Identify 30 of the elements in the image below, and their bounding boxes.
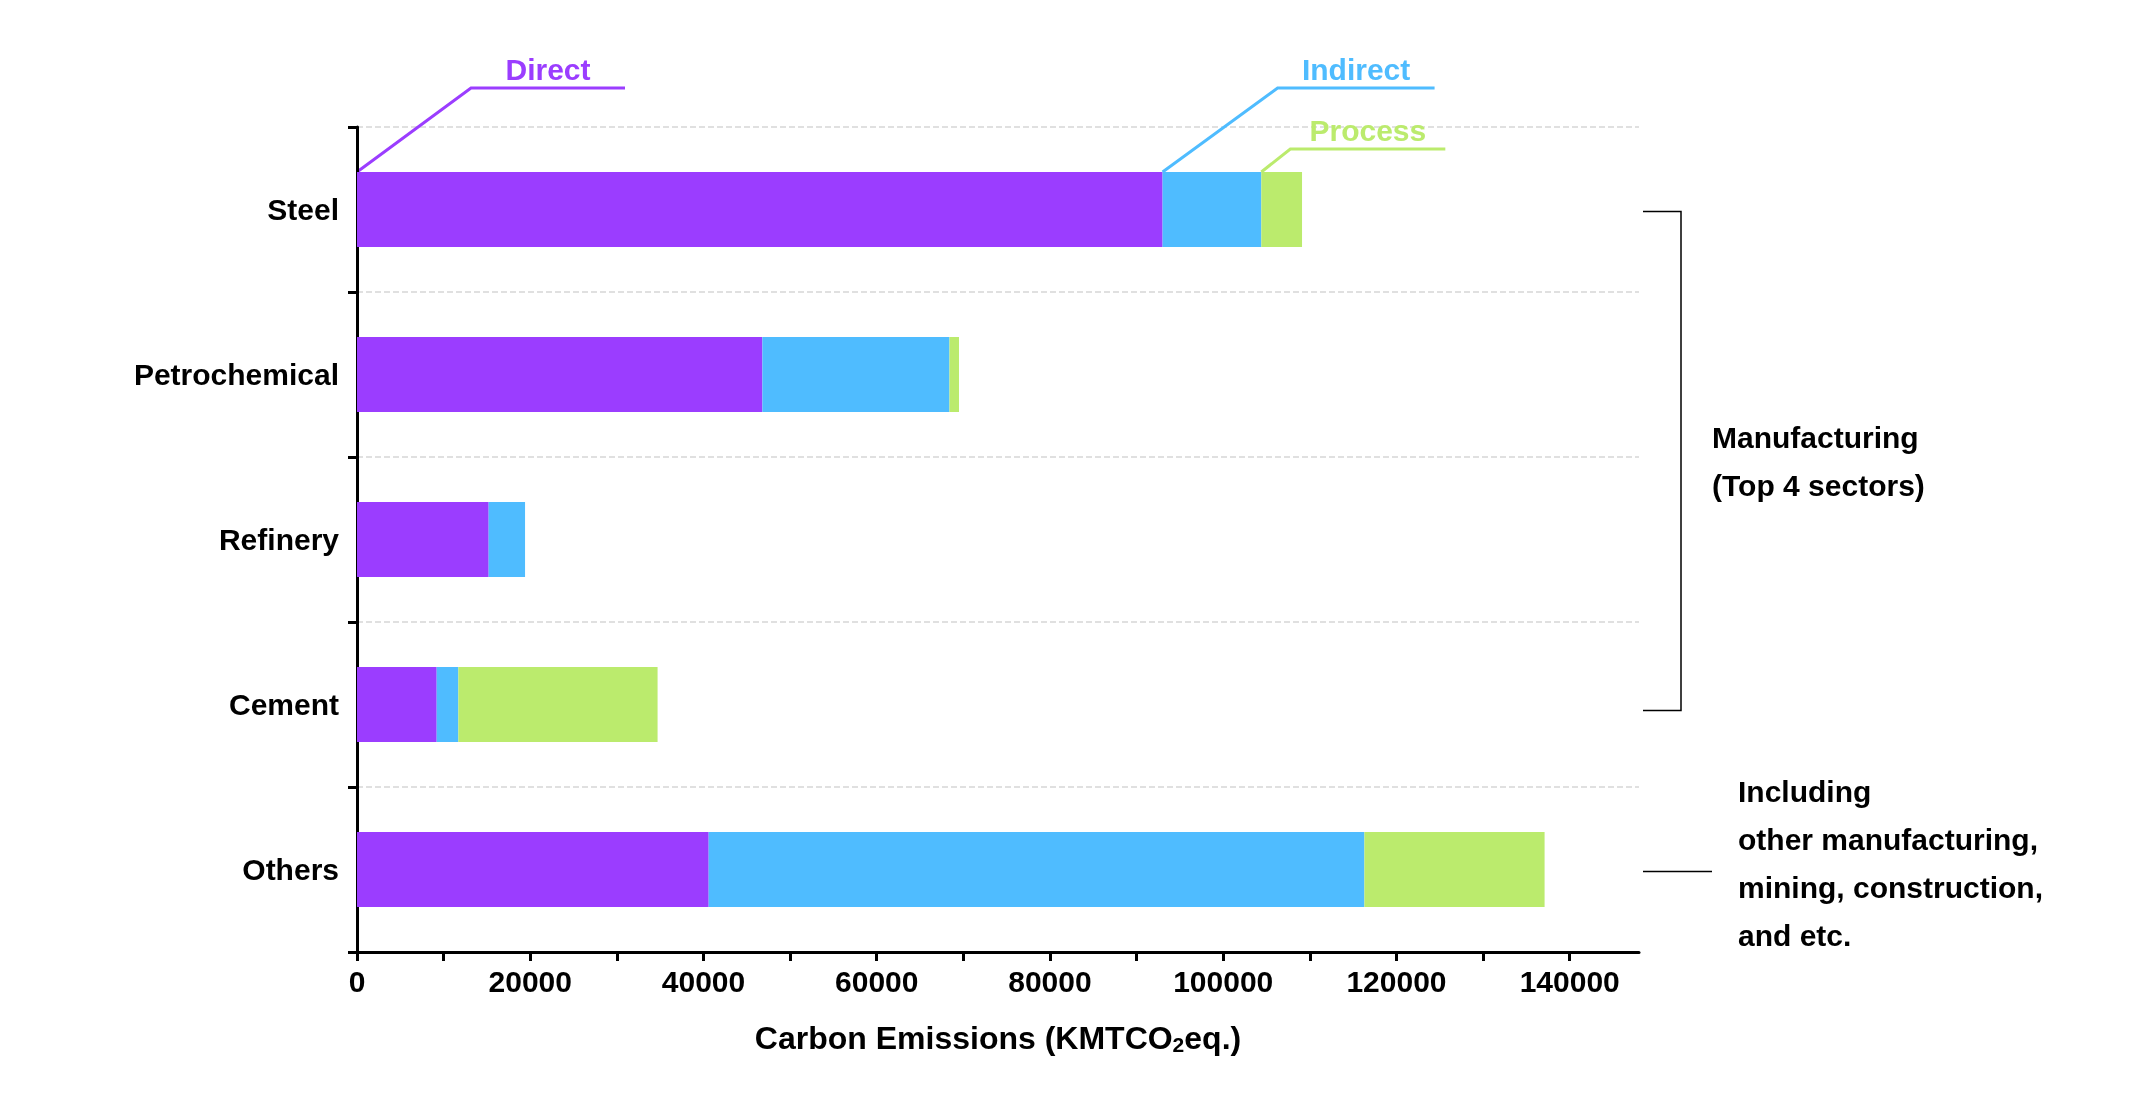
x-tick-label: 40000 — [661, 964, 746, 998]
x-tick-label: 100000 — [1173, 964, 1274, 998]
bar — [436, 667, 459, 742]
text: Including other manufacturing, mining, construction, and etc. — [1738, 775, 2043, 952]
bar — [488, 502, 526, 577]
x-tick-label: 120000 — [1346, 964, 1447, 998]
x-tick-label: 20000 — [488, 964, 572, 998]
bar — [357, 667, 437, 742]
text: Indirect — [1301, 52, 1411, 86]
bar — [458, 667, 658, 742]
x-tick-label: 140000 — [1519, 964, 1620, 998]
bar — [357, 832, 709, 907]
bar — [1364, 832, 1545, 907]
text: Direct — [505, 52, 591, 86]
bar — [357, 502, 489, 577]
y-tick-label: Cement — [228, 688, 339, 721]
x-tick-label: 60000 — [835, 964, 919, 998]
y-tick-label: Others — [242, 853, 339, 886]
text: Manufacturing (Top 4 sectors) — [1712, 420, 1925, 502]
bar — [762, 337, 950, 412]
x-axis-title: Carbon Emissions (KMTCO2eq.) — [754, 1019, 1242, 1056]
series-label: Process — [1309, 113, 1427, 147]
bar — [708, 832, 1365, 907]
bar — [949, 337, 960, 412]
y-tick-label: Refinery — [218, 523, 340, 556]
y-tick-label: Petrochemical — [133, 358, 339, 391]
x-tick-label: 80000 — [1008, 964, 1092, 998]
y-tick-label: Steel — [267, 193, 339, 226]
bar — [357, 337, 763, 412]
x-tick-label: 0 — [348, 964, 366, 998]
